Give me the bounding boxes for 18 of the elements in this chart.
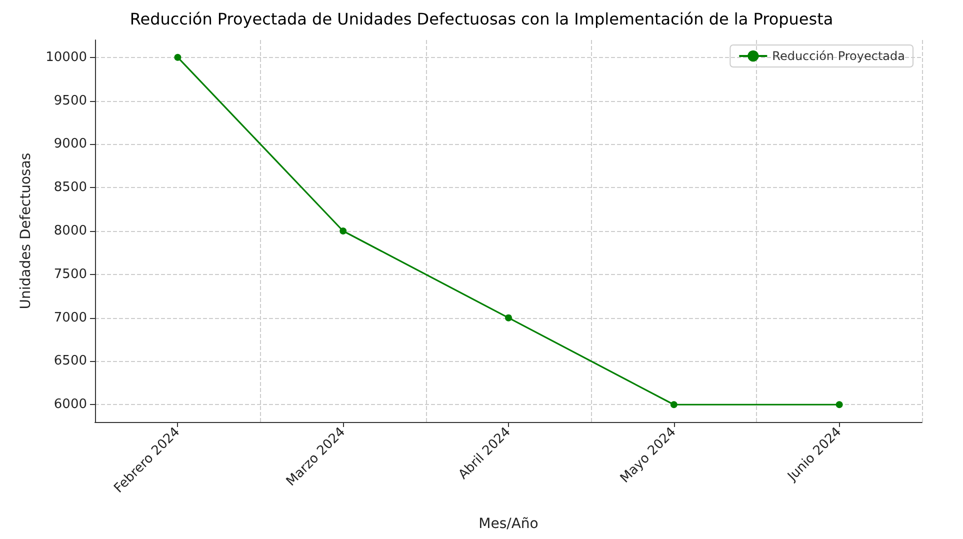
- point: [340, 228, 347, 234]
- chart-title: Reducción Proyectada de Unidades Defectuosas con la Implementación de la Propuesta: [130, 10, 834, 28]
- y-tick-label: 8500: [54, 180, 87, 196]
- y-tick-label: 6000: [54, 397, 87, 412]
- point: [670, 401, 678, 408]
- y-tick-label: 8000: [54, 224, 87, 238]
- y-tick-label: 10000: [46, 50, 87, 65]
- y-tick-label: 7500: [54, 266, 87, 282]
- y-tick-label: 9000: [54, 136, 87, 152]
- point: [836, 401, 843, 408]
- legend-label: Reducción Proyectada: [772, 49, 905, 63]
- y-tick-label: 6500: [54, 354, 87, 369]
- y-tick-label: 7000: [54, 310, 87, 326]
- x-axis-title: Mes/Año: [478, 516, 538, 532]
- point: [174, 54, 182, 61]
- y-tick-label: 9500: [54, 93, 87, 108]
- point: [505, 314, 512, 322]
- y-axis-title: Unidades Defectuosas: [18, 152, 34, 310]
